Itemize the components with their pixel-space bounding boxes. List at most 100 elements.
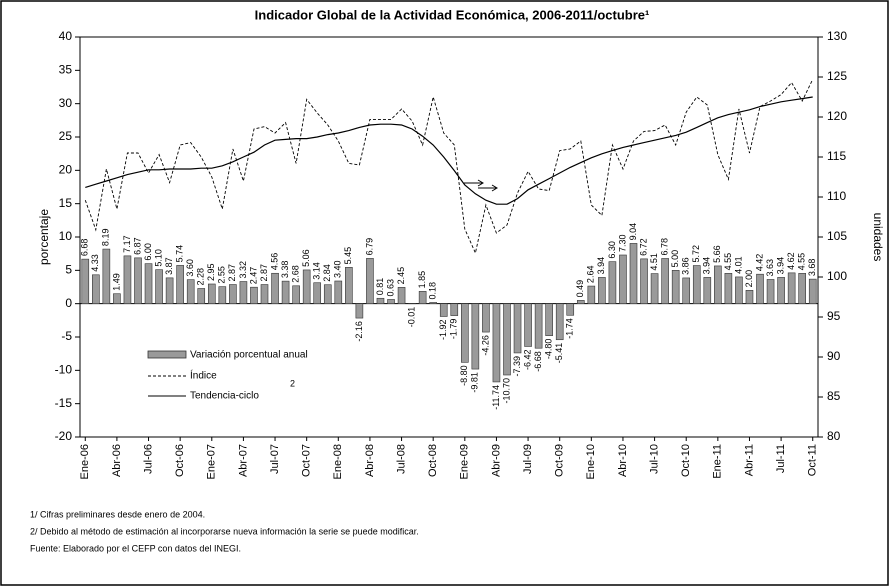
data-label: 2.87	[259, 264, 269, 282]
bar	[418, 291, 427, 304]
x-tick-label: Jul-08	[395, 444, 407, 474]
bar	[745, 290, 754, 304]
bar	[640, 258, 648, 304]
bar	[323, 284, 332, 304]
bar	[703, 277, 712, 304]
x-tick-label: Abr-11	[743, 444, 755, 476]
data-label: -9.81	[470, 372, 480, 393]
x-tick-label: Jul-07	[269, 444, 281, 474]
bar	[619, 254, 627, 304]
x-tick-label: Oct-07	[301, 444, 313, 477]
x-tick-label: Jul-10	[648, 444, 660, 474]
bar	[281, 280, 290, 304]
bar	[724, 273, 733, 304]
y2-tick-label: 90	[827, 349, 841, 363]
data-label: 0.49	[575, 280, 585, 298]
data-label: 4.01	[733, 256, 743, 274]
y-tick-label: 30	[59, 96, 73, 110]
bar	[598, 277, 606, 304]
x-tick-label: Jul-06	[142, 444, 154, 474]
data-label: 3.94	[702, 257, 712, 275]
data-label: 5.00	[670, 250, 680, 268]
y2-tick-label: 130	[827, 29, 847, 43]
bar	[334, 280, 343, 304]
data-label: 0.81	[375, 278, 385, 296]
y-tick-label: 35	[59, 63, 73, 77]
bar	[629, 243, 638, 304]
data-label: 2.84	[322, 264, 332, 282]
bar	[513, 303, 522, 354]
data-label: 3.14	[312, 262, 322, 280]
data-label: -10.70	[501, 378, 511, 404]
y-tick-label: 10	[59, 229, 73, 243]
bar	[134, 257, 142, 304]
bar	[787, 272, 796, 304]
bar	[692, 265, 701, 304]
x-tick-label: Oct-08	[427, 444, 439, 477]
bar	[756, 273, 764, 304]
data-label: 9.04	[628, 223, 638, 241]
data-label: 3.63	[765, 259, 775, 277]
data-label: 6.79	[364, 238, 374, 256]
data-label: 7.17	[122, 235, 132, 253]
x-tick-label: Jul-11	[775, 444, 787, 473]
data-label: 6.72	[638, 238, 648, 256]
bar	[808, 278, 817, 304]
bar	[176, 265, 184, 304]
legend: Variación porcentual anual Índice Tenden…	[147, 350, 308, 402]
bar	[492, 303, 501, 383]
bar	[450, 303, 459, 316]
data-label: 3.86	[681, 257, 691, 275]
bar	[260, 284, 269, 304]
data-label: 2.95	[206, 263, 216, 281]
data-label: -2.16	[354, 321, 364, 342]
bar	[566, 303, 575, 316]
arrows	[464, 179, 498, 192]
data-label: 5.10	[153, 249, 163, 267]
data-label: 2.68	[291, 265, 301, 283]
bar	[661, 258, 669, 304]
bar	[376, 297, 385, 304]
bar	[503, 303, 511, 376]
y2-tick-label: 115	[827, 149, 846, 163]
bar	[545, 303, 553, 336]
y2-tick-label: 85	[827, 389, 841, 403]
data-label: 4.55	[797, 253, 807, 271]
y2-tick-label: 100	[827, 269, 847, 283]
bar	[271, 272, 279, 304]
bar	[239, 281, 248, 304]
bar	[366, 258, 374, 304]
bar	[714, 265, 722, 304]
bar	[207, 283, 216, 304]
bar	[555, 303, 564, 341]
bar	[671, 270, 680, 304]
data-label: -4.80	[544, 339, 554, 360]
x-tick-label: Ene-10	[585, 444, 597, 479]
bar	[576, 300, 585, 304]
data-label: 5.66	[712, 245, 722, 263]
bar	[608, 261, 617, 304]
y-tick-label: 0	[65, 296, 72, 310]
bar	[461, 303, 469, 363]
y2-tick-label: 80	[827, 429, 841, 443]
footnote: 1/ Cifras preliminares desde enero de 20…	[30, 509, 205, 519]
y2-tick-label: 125	[827, 69, 847, 83]
y-tick-label: -10	[55, 363, 73, 377]
x-tick-label: Oct-06	[174, 444, 186, 477]
data-label: 3.68	[807, 259, 817, 277]
x-tick-label: Abr-10	[617, 444, 629, 477]
bar	[355, 303, 364, 319]
bar	[429, 302, 437, 304]
bar	[113, 293, 121, 304]
legend-label: Variación porcentual anual	[190, 350, 308, 361]
data-label: 3.94	[775, 257, 785, 275]
bar	[292, 285, 300, 304]
bar	[144, 263, 153, 304]
x-tick-label: Ene-08	[332, 444, 344, 479]
footnote: Fuente: Elaborado por el CEFP con datos …	[30, 543, 241, 553]
y-tick-label: 25	[59, 129, 73, 143]
data-label: 2.64	[586, 266, 596, 284]
data-label: 5.45	[343, 247, 353, 265]
bar	[650, 273, 659, 304]
